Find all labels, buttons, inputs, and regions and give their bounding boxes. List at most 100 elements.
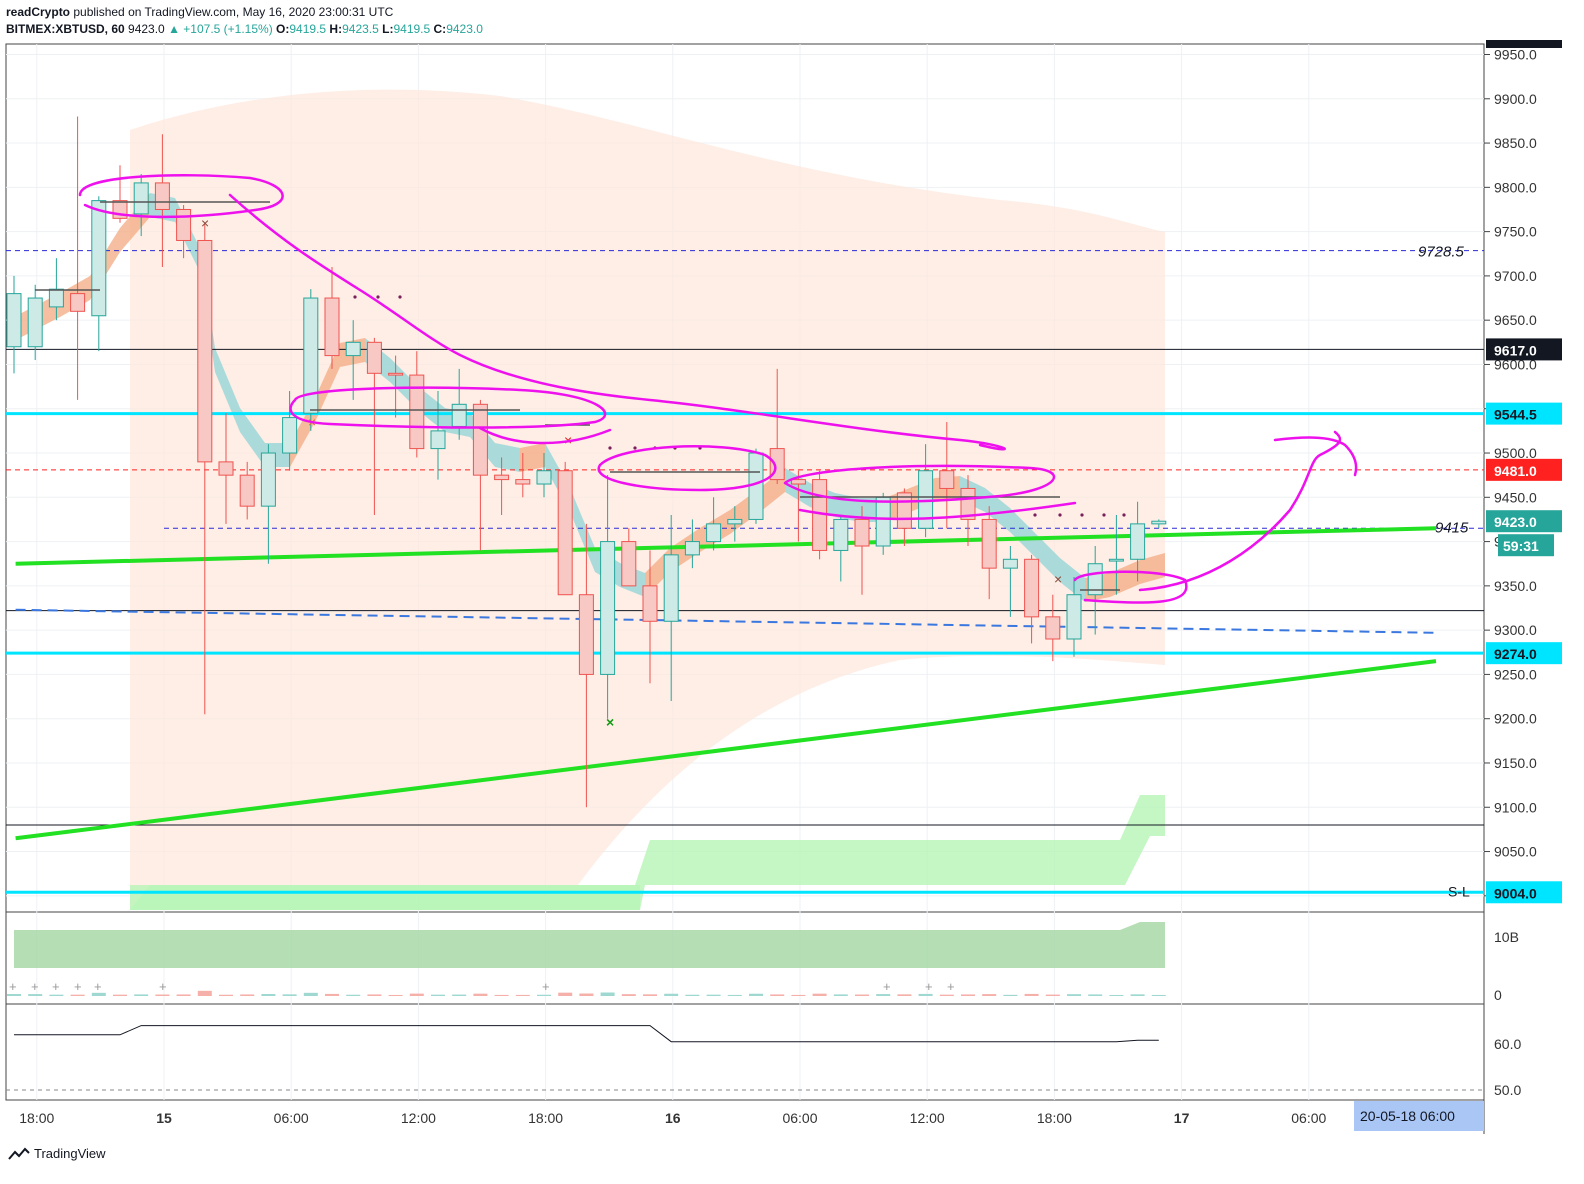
hand-drawing-3[interactable] — [289, 386, 607, 429]
volume-bar — [494, 994, 509, 996]
signal-dot — [376, 295, 380, 299]
low-label: L: — [382, 22, 394, 36]
candle-body[interactable] — [896, 492, 912, 529]
ribbon-segment — [315, 343, 340, 422]
candle-body[interactable] — [154, 182, 170, 210]
candle-body[interactable] — [621, 541, 637, 587]
hand-drawing-9[interactable] — [1138, 430, 1358, 592]
candle-body[interactable] — [1130, 523, 1146, 560]
oscillator-line[interactable] — [14, 1025, 1159, 1043]
hand-drawing-7[interactable] — [798, 501, 1077, 521]
candle-body[interactable] — [451, 403, 467, 427]
candle-body[interactable] — [430, 430, 446, 450]
candle-body[interactable] — [48, 288, 64, 308]
candle-body[interactable] — [642, 585, 658, 622]
price-tick-label: 9300.0 — [1494, 622, 1537, 638]
time-tick-label: 12:00 — [401, 1110, 436, 1126]
candle-body[interactable] — [833, 518, 849, 551]
symbol-name[interactable]: BITMEX:XBTUSD, 60 — [6, 22, 125, 36]
candle-body[interactable] — [706, 523, 722, 543]
candle-body[interactable] — [1108, 558, 1124, 562]
hand-drawing-1[interactable] — [78, 173, 284, 219]
candle-body[interactable] — [515, 479, 531, 485]
trend-line[interactable] — [15, 608, 1437, 634]
candle-body[interactable] — [260, 452, 276, 507]
candle-body[interactable] — [981, 518, 997, 569]
hand-drawing-6[interactable] — [783, 464, 1056, 503]
candle-body[interactable] — [536, 470, 552, 485]
candle-body[interactable] — [27, 297, 43, 348]
price-label-text: 9274.0 — [1494, 646, 1537, 662]
candle-body[interactable] — [472, 403, 488, 476]
candle-body[interactable] — [70, 293, 86, 312]
annotation-sl: S-L — [1448, 883, 1470, 899]
hand-drawing-4[interactable] — [478, 426, 612, 445]
crosshair-time-box — [1354, 1101, 1484, 1131]
candle-body[interactable] — [684, 541, 700, 556]
candle-body[interactable] — [557, 470, 573, 596]
tradingview-footer[interactable]: TradingView — [8, 1146, 106, 1161]
candle-body[interactable] — [1151, 520, 1167, 525]
price-tick-label: 9150.0 — [1494, 755, 1537, 771]
volume-plus-mark: + — [74, 979, 82, 994]
candle-body[interactable] — [1087, 563, 1103, 596]
hand-drawing-5[interactable] — [597, 445, 777, 492]
volume-bar — [876, 994, 891, 996]
candle-body[interactable] — [494, 474, 510, 481]
signal-dot — [1102, 513, 1106, 517]
candle-body[interactable] — [1002, 558, 1018, 569]
volume-plus-mark: + — [883, 979, 891, 994]
volume-bar — [727, 994, 742, 996]
candle-body[interactable] — [1024, 558, 1040, 618]
countdown-text: 59:31 — [1503, 538, 1539, 554]
time-tick-label: 18:00 — [528, 1110, 563, 1126]
volume-bar — [49, 994, 64, 996]
volume-bar — [537, 994, 551, 996]
candle-body[interactable] — [282, 417, 298, 454]
signal-dot — [398, 295, 402, 299]
candle-body[interactable] — [366, 341, 382, 374]
volume-bar — [664, 993, 679, 996]
trend-line[interactable] — [15, 526, 1437, 566]
candle-body[interactable] — [854, 518, 870, 547]
oscillator-pane[interactable] — [5, 1003, 1485, 1101]
candle-body[interactable] — [176, 208, 192, 241]
candle-body[interactable] — [409, 374, 425, 450]
published-text: published on TradingView.com, May 16, 20… — [73, 5, 394, 19]
price-tick-label: 9100.0 — [1494, 799, 1537, 815]
candle-body[interactable] — [663, 554, 679, 622]
last-price: 9423.0 — [128, 22, 165, 36]
candle-body[interactable] — [324, 297, 340, 357]
candle-body[interactable] — [1045, 616, 1061, 640]
candle-body[interactable] — [960, 487, 976, 520]
volume-bar — [1151, 994, 1166, 996]
candle-body[interactable] — [727, 518, 743, 525]
hand-drawing-2[interactable] — [228, 193, 1006, 451]
volume-bar — [1045, 994, 1060, 996]
volume-bar — [1109, 994, 1124, 996]
support-cloud-base — [130, 885, 640, 910]
candle-body[interactable] — [91, 200, 107, 317]
candle-body[interactable] — [939, 470, 955, 489]
candle-body[interactable] — [303, 297, 319, 414]
candle-body[interactable] — [600, 541, 616, 675]
candle-body[interactable] — [218, 461, 234, 476]
candle-body[interactable] — [1066, 594, 1082, 640]
candle-body[interactable] — [875, 496, 891, 547]
volume-bar — [91, 992, 106, 996]
author-name[interactable]: readCrypto — [6, 5, 71, 19]
trend-line[interactable] — [15, 659, 1437, 841]
price-tick-label: 9850.0 — [1494, 135, 1537, 151]
envelope-band — [130, 89, 1165, 911]
candle-body[interactable] — [6, 293, 22, 348]
candle-body[interactable] — [388, 372, 404, 376]
candle-body[interactable] — [578, 594, 594, 675]
candle-body[interactable] — [133, 182, 149, 215]
candle-body[interactable] — [239, 474, 255, 507]
candle-body[interactable] — [197, 239, 213, 463]
hand-drawing-8[interactable] — [1073, 570, 1188, 604]
candle-body[interactable] — [790, 479, 806, 485]
candle-body[interactable] — [345, 341, 361, 357]
price-label-box — [1486, 642, 1562, 665]
